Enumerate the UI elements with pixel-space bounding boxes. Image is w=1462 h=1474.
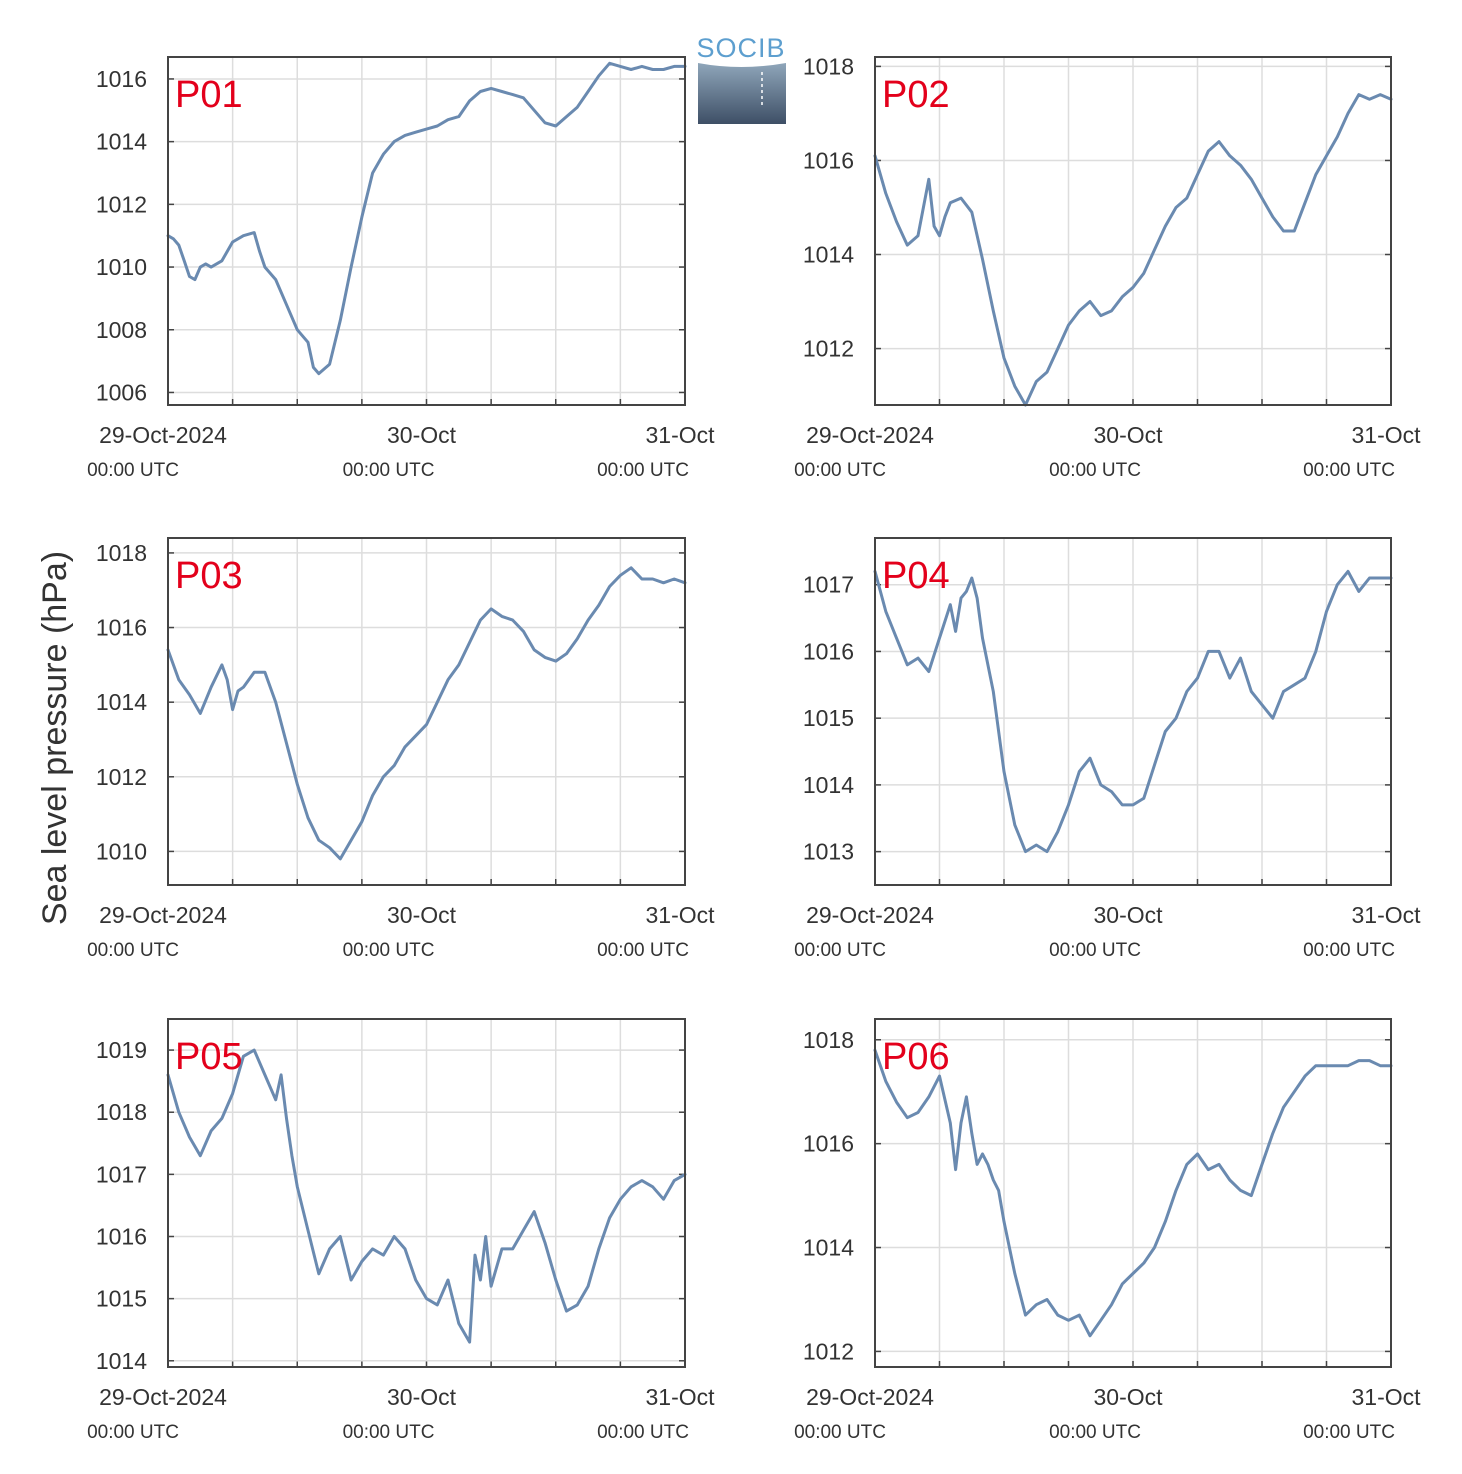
chart-panel-p02: 1012 1014 1016 1018 P02 29-Oct-2024 00:00 UTC 3… (794, 53, 1421, 481)
panel-title: P03 (175, 555, 243, 597)
y-tick-label: 1012 (803, 1338, 854, 1364)
x-tick-date-label: 29-Oct-2024 (99, 902, 227, 928)
y-tick-label: 1018 (96, 1099, 147, 1125)
x-tick-time-label: 00:00 UTC (597, 460, 689, 481)
x-tick-time-label: 00:00 UTC (1049, 940, 1141, 961)
y-tick-label: 1014 (96, 129, 147, 155)
y-tick-label: 1012 (803, 336, 854, 362)
y-tick-label: 1017 (803, 572, 854, 598)
x-tick-time-label: 00:00 UTC (597, 940, 689, 961)
y-tick-label: 1019 (96, 1037, 147, 1063)
x-tick-date-label: 29-Oct-2024 (806, 1384, 934, 1410)
x-tick-date-label: 31-Oct (645, 902, 715, 928)
x-tick-date-label: 30-Oct (387, 422, 457, 448)
x-tick-time-label: 00:00 UTC (794, 940, 886, 961)
y-axis-label: Sea level pressure (hPa) (36, 551, 74, 925)
x-tick-date-label: 30-Oct (387, 902, 457, 928)
chart-panel-p01: 1006 1008 1010 1012 1014 1016 P01 29-Oct-2024 00… (87, 56, 715, 481)
y-tick-label: 1010 (96, 254, 147, 280)
series-line-p06 (873, 1048, 1393, 1338)
plot-frame (167, 56, 686, 406)
y-tick-label: 1014 (803, 1235, 854, 1261)
x-tick-time-label: 00:00 UTC (1303, 1422, 1395, 1443)
x-tick-date-label: 31-Oct (1351, 422, 1421, 448)
x-tick-time-label: 00:00 UTC (343, 460, 435, 481)
chart-panel-p06: 1012 1014 1016 1018 P06 29-Oct-2024 00:00 UTC 3… (794, 1018, 1421, 1443)
socib-logo: SOCIB (696, 33, 786, 124)
x-tick-time-label: 00:00 UTC (87, 460, 179, 481)
y-tick-label: 1010 (96, 838, 147, 864)
chart-panel-p04: 1013 1014 1015 1016 1017 P04 29-Oct-2024 00:00 … (794, 537, 1421, 961)
series-line-p04 (873, 569, 1393, 854)
x-tick-time-label: 00:00 UTC (1303, 460, 1395, 481)
plot-frame (874, 56, 1392, 406)
y-tick-label: 1012 (96, 191, 147, 217)
y-tick-label: 1018 (803, 1027, 854, 1053)
x-tick-time-label: 00:00 UTC (343, 940, 435, 961)
logo-text: SOCIB (696, 33, 785, 63)
plot-frame (874, 1018, 1392, 1368)
logo-wave-icon (698, 63, 786, 124)
x-tick-date-label: 29-Oct-2024 (99, 422, 227, 448)
x-tick-time-label: 00:00 UTC (1049, 460, 1141, 481)
plot-frame (167, 1018, 686, 1368)
y-tick-label: 1015 (803, 705, 854, 731)
y-tick-label: 1006 (96, 379, 147, 405)
chart-panel-p05: 1014 1015 1016 1017 1018 1019 P05 29-Oct-2024 00… (87, 1018, 715, 1443)
panel-title: P04 (882, 555, 950, 597)
x-tick-date-label: 31-Oct (1351, 1384, 1421, 1410)
x-tick-date-label: 31-Oct (645, 1384, 715, 1410)
y-tick-label: 1016 (803, 1131, 854, 1157)
panel-title: P01 (175, 74, 243, 116)
panel-title: P06 (882, 1036, 950, 1078)
x-tick-date-label: 30-Oct (387, 1384, 457, 1410)
x-tick-date-label: 29-Oct-2024 (806, 422, 934, 448)
x-tick-time-label: 00:00 UTC (794, 460, 886, 481)
y-tick-label: 1013 (803, 839, 854, 865)
series-line-p03 (166, 566, 687, 861)
chart-panel-p03: 1010 1012 1014 1016 1018 P03 29-Oct-2024 00:00 … (87, 537, 715, 961)
panel-title: P02 (882, 74, 950, 116)
y-tick-label: 1018 (803, 53, 854, 79)
y-tick-label: 1016 (96, 1224, 147, 1250)
y-tick-label: 1016 (96, 615, 147, 641)
panel-title: P05 (175, 1036, 243, 1078)
y-tick-label: 1014 (96, 689, 147, 715)
plot-frame (167, 537, 686, 886)
y-tick-label: 1014 (96, 1348, 147, 1374)
y-tick-label: 1016 (803, 638, 854, 664)
x-tick-time-label: 00:00 UTC (597, 1422, 689, 1443)
series-line-p01 (166, 61, 687, 376)
y-tick-label: 1008 (96, 317, 147, 343)
x-tick-date-label: 30-Oct (1093, 1384, 1163, 1410)
x-tick-date-label: 29-Oct-2024 (806, 902, 934, 928)
x-tick-time-label: 00:00 UTC (343, 1422, 435, 1443)
y-tick-label: 1014 (803, 772, 854, 798)
y-tick-label: 1014 (803, 242, 854, 268)
y-tick-label: 1016 (96, 66, 147, 92)
y-tick-label: 1015 (96, 1286, 147, 1312)
y-tick-label: 1018 (96, 540, 147, 566)
x-tick-time-label: 00:00 UTC (794, 1422, 886, 1443)
x-tick-date-label: 30-Oct (1093, 902, 1163, 928)
x-tick-time-label: 00:00 UTC (1303, 940, 1395, 961)
x-tick-date-label: 30-Oct (1093, 422, 1163, 448)
x-tick-time-label: 00:00 UTC (87, 1422, 179, 1443)
plot-frame (874, 537, 1392, 886)
series-line-p05 (166, 1048, 687, 1344)
y-tick-label: 1017 (96, 1161, 147, 1187)
y-tick-label: 1012 (96, 764, 147, 790)
x-tick-date-label: 31-Oct (1351, 902, 1421, 928)
series-line-p02 (873, 93, 1393, 407)
x-tick-time-label: 00:00 UTC (87, 940, 179, 961)
x-tick-date-label: 29-Oct-2024 (99, 1384, 227, 1410)
x-tick-date-label: 31-Oct (645, 422, 715, 448)
x-tick-time-label: 00:00 UTC (1049, 1422, 1141, 1443)
y-tick-label: 1016 (803, 147, 854, 173)
